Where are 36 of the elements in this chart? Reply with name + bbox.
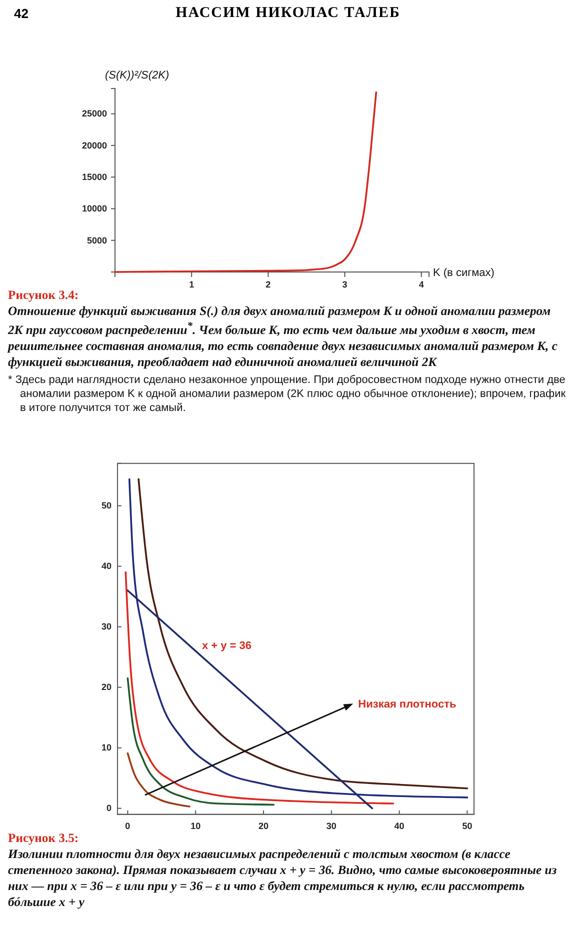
line-series xyxy=(114,91,378,273)
text: * Здесь ради наглядности сделано незаконное упрощение. При добросовестном подходе нужно отнести две аномалии размером K к одной аномалии размером (2K плюс одно обычное отклонение); впрочем, график в итоге получится тот же самый. xyxy=(8,373,567,416)
y-tick-label: 10000 xyxy=(82,204,107,214)
annotation: x + y = 36 xyxy=(202,640,252,652)
line-series xyxy=(124,571,394,804)
x-tick-label: 40 xyxy=(394,820,404,831)
text: Рисунок 3.5: xyxy=(8,830,80,846)
x-tick-label: 1 xyxy=(189,279,194,290)
x-tick-label: 3 xyxy=(342,279,348,290)
y-tick-label: 0 xyxy=(106,803,112,814)
y-tick-label: 5000 xyxy=(86,235,107,246)
x-tick-label: 20 xyxy=(258,820,269,831)
x-tick-label: 4 xyxy=(418,279,424,290)
y-axis-title: (S(K))²/S(2K) xyxy=(105,70,170,82)
annotation: Низкая плотность xyxy=(358,698,456,711)
text: Отношение функций выживания S(.) для двух аномалий размером K и одной аномалии размером 2K при гауссовом распределении$^{*}$. Чем больше K, то есть чем дальше мы уходим в хвост, тем решительнее составная аномалия, то есть совпадение двух независимых аномалий размером K, с функцией выживания, преобладает над единичной аномалией величиной 2K xyxy=(8,303,558,370)
y-tick-label: 25000 xyxy=(82,108,107,119)
y-tick-label: 20000 xyxy=(82,140,107,150)
x-tick-label: 30 xyxy=(326,820,336,831)
line-series xyxy=(126,752,190,808)
x-axis-title: K (в сигмах) xyxy=(433,267,494,279)
y-tick-label: 50 xyxy=(101,500,112,511)
line-series xyxy=(126,677,275,806)
y-tick-label: 15000 xyxy=(82,172,107,182)
x-tick-label: 2 xyxy=(266,279,271,290)
y-tick-label: 40 xyxy=(101,561,112,572)
y-tick-label: 30 xyxy=(101,622,112,632)
text: 42 xyxy=(14,6,28,21)
y-tick-label: 20 xyxy=(101,682,112,692)
x-tick-label: 0 xyxy=(125,820,130,831)
text: Изолинии плотности для двух независимых распределений с толстым хвостом (в классе степенного закона). Прямая показывает случаи x + y = 36. Видно, что самые высоковероятные из них — при x = 36 – ε или при y = 36 – ε и что ε будет стремиться к нулю, если рассмотреть бóльшие x + y xyxy=(8,846,558,910)
text: Рисунок 3.4: xyxy=(8,288,79,302)
x-tick-label: 10 xyxy=(190,820,201,831)
y-tick-label: 10 xyxy=(101,742,112,753)
text: НАССИМ НИКОЛАС ТАЛЕБ xyxy=(176,5,400,21)
x-tick-label: 50 xyxy=(462,820,472,831)
